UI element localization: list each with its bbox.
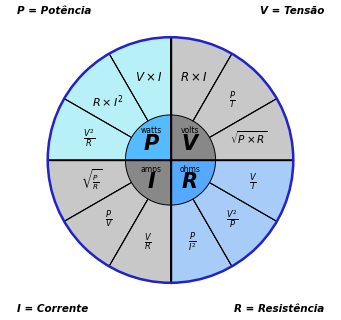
Wedge shape [170, 160, 293, 221]
Text: watts: watts [141, 126, 162, 135]
Wedge shape [48, 99, 170, 160]
Text: $\frac{V}{R}$: $\frac{V}{R}$ [144, 232, 152, 253]
Text: $R \times I^2$: $R \times I^2$ [92, 93, 124, 110]
Wedge shape [48, 160, 170, 221]
Text: R: R [181, 172, 198, 192]
Wedge shape [170, 160, 216, 205]
Wedge shape [170, 160, 277, 266]
Wedge shape [170, 115, 216, 160]
Wedge shape [170, 37, 232, 160]
Text: V: V [181, 134, 198, 154]
Wedge shape [109, 160, 170, 283]
Text: I = Corrente: I = Corrente [17, 304, 88, 314]
Text: volts: volts [180, 126, 199, 135]
Text: $\frac{P}{I}$: $\frac{P}{I}$ [228, 90, 236, 111]
Wedge shape [109, 37, 170, 160]
Text: P: P [144, 134, 159, 154]
Wedge shape [64, 54, 170, 160]
Wedge shape [64, 160, 170, 266]
Wedge shape [170, 99, 293, 160]
Text: R = Resistência: R = Resistência [234, 304, 324, 314]
Text: $\sqrt{\frac{P}{R}}$: $\sqrt{\frac{P}{R}}$ [81, 167, 102, 192]
Text: $\frac{P}{I^2}$: $\frac{P}{I^2}$ [188, 231, 197, 254]
Text: V = Tensão: V = Tensão [260, 6, 324, 16]
Text: P = Potência: P = Potência [17, 6, 91, 16]
Text: $\sqrt{P \times R}$: $\sqrt{P \times R}$ [230, 129, 268, 146]
Wedge shape [170, 54, 277, 160]
Wedge shape [125, 115, 170, 160]
Wedge shape [170, 160, 232, 283]
Text: amps: amps [141, 164, 162, 173]
Text: ohms: ohms [179, 164, 200, 173]
Text: $\frac{V^2}{P}$: $\frac{V^2}{P}$ [226, 208, 238, 230]
Text: I: I [148, 172, 155, 192]
Text: $R \times I$: $R \times I$ [180, 71, 208, 84]
Wedge shape [125, 160, 170, 205]
Text: $V \times I$: $V \times I$ [135, 71, 162, 84]
Text: $\frac{V}{I}$: $\frac{V}{I}$ [249, 171, 257, 193]
Text: $\frac{V^2}{R}$: $\frac{V^2}{R}$ [83, 127, 95, 149]
Text: $\frac{P}{V}$: $\frac{P}{V}$ [105, 209, 113, 230]
